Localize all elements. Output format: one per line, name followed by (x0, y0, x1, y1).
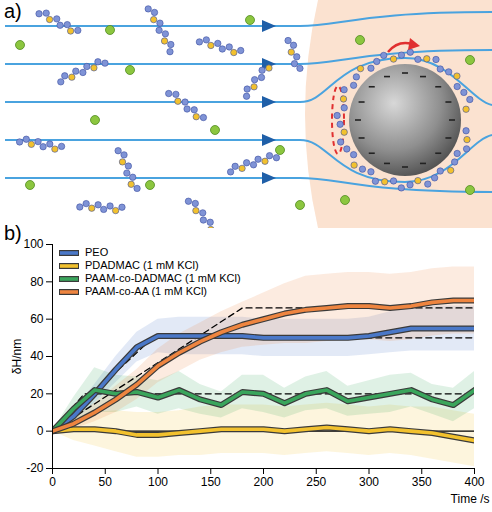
svg-text:350: 350 (412, 475, 432, 489)
html-text:PAAM-co-AA (1 mM KCl): PAAM-co-AA (1 mM KCl) (85, 285, 207, 297)
html-text:PDADMAC (1 mM KCl): PDADMAC (1 mM KCl) (85, 259, 199, 271)
html-text:PAAM-co-DADMAC (1 mM KCl): PAAM-co-DADMAC (1 mM KCl) (85, 272, 241, 284)
svg-text:Time /s: Time /s (451, 492, 490, 506)
svg-text:0: 0 (49, 475, 56, 489)
svg-text:-20: -20 (26, 461, 44, 475)
svg-text:20: 20 (30, 387, 44, 401)
svg-text:50: 50 (99, 475, 113, 489)
html-text:PEO: PEO (85, 246, 109, 258)
html-text:a): a) (4, 0, 22, 22)
html-text:b): b) (4, 222, 22, 244)
svg-text:150: 150 (201, 475, 221, 489)
svg-text:250: 250 (306, 475, 326, 489)
svg-text:80: 80 (30, 275, 44, 289)
svg-text:400: 400 (464, 475, 484, 489)
svg-text:300: 300 (359, 475, 379, 489)
svg-text:100: 100 (23, 237, 43, 251)
svg-text:60: 60 (30, 312, 44, 326)
svg-text:100: 100 (148, 475, 168, 489)
svg-text:200: 200 (253, 475, 273, 489)
svg-text:0: 0 (37, 424, 44, 438)
svg-text:δH/nm: δH/nm (10, 339, 24, 374)
svg-text:40: 40 (30, 349, 44, 363)
